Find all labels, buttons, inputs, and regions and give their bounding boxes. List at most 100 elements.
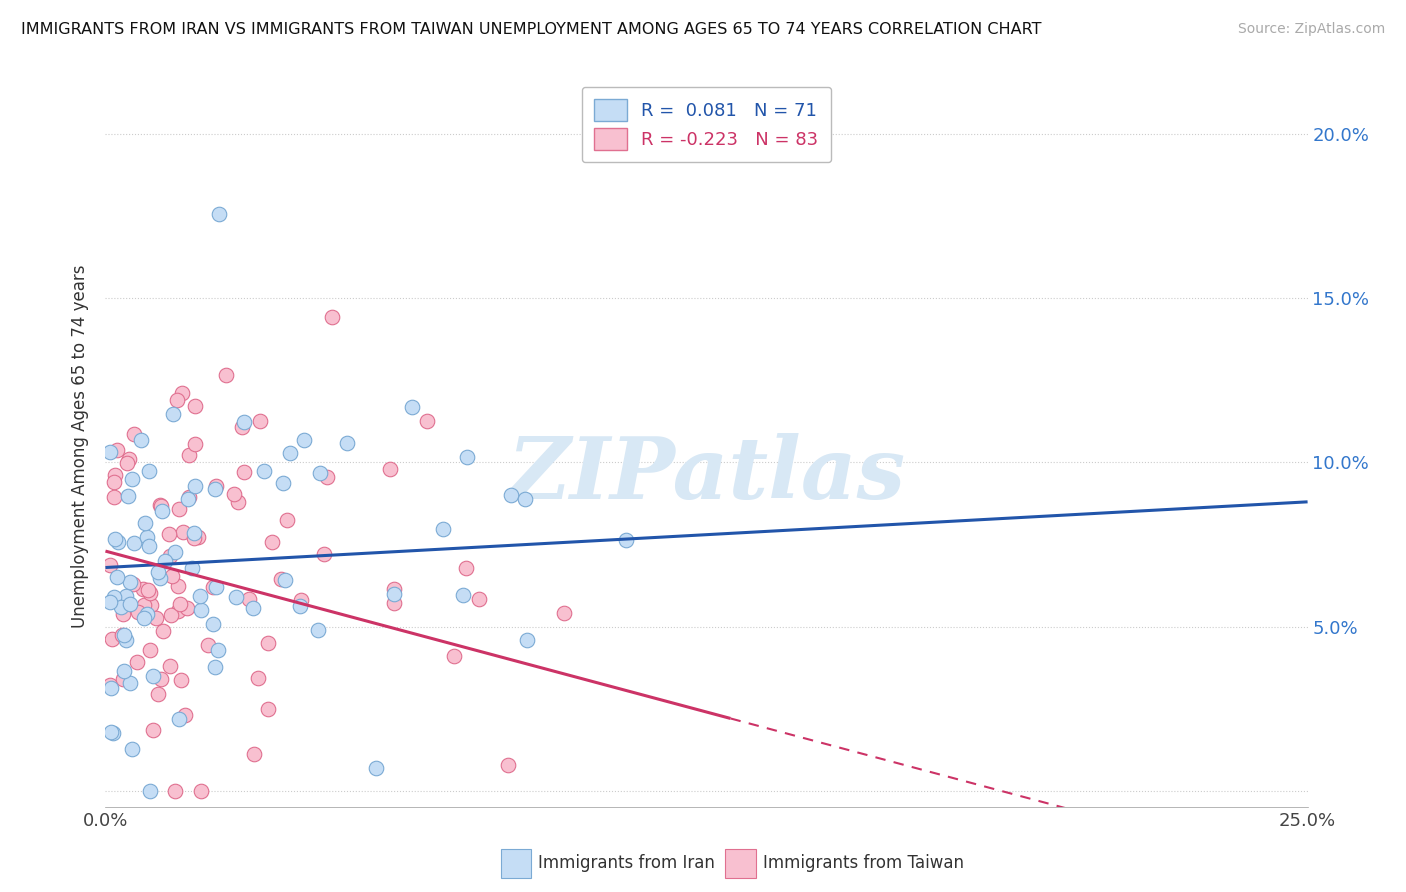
Point xyxy=(315,470,337,484)
Point xyxy=(136,607,159,622)
Point xyxy=(181,560,204,574)
Point xyxy=(100,681,122,695)
Point xyxy=(262,535,284,549)
Point xyxy=(228,494,250,508)
Text: IMMIGRANTS FROM IRAN VS IMMIGRANTS FROM TAIWAN UNEMPLOYMENT AMONG AGES 65 TO 74 : IMMIGRANTS FROM IRAN VS IMMIGRANTS FROM … xyxy=(21,22,1042,37)
Point xyxy=(204,479,226,493)
Point xyxy=(204,482,226,496)
Point xyxy=(148,565,170,579)
Point xyxy=(451,588,474,602)
Point xyxy=(202,581,225,595)
Point xyxy=(135,530,157,544)
Point xyxy=(190,603,212,617)
Point xyxy=(515,491,537,506)
Point xyxy=(152,624,174,638)
Point xyxy=(174,708,197,723)
Point xyxy=(321,310,343,324)
Point xyxy=(150,673,173,687)
Point xyxy=(98,558,121,572)
Point xyxy=(118,675,141,690)
Point xyxy=(118,451,141,466)
Point xyxy=(231,419,253,434)
Point xyxy=(225,590,247,604)
Point xyxy=(132,582,155,596)
Point xyxy=(122,577,145,591)
Point xyxy=(176,492,198,507)
Point xyxy=(100,724,122,739)
Point xyxy=(110,599,132,614)
Point xyxy=(101,632,124,647)
Point xyxy=(257,635,280,649)
Point xyxy=(105,442,128,457)
Point xyxy=(553,606,575,620)
Point xyxy=(187,531,209,545)
Point xyxy=(150,504,173,518)
Point xyxy=(111,628,134,642)
Point xyxy=(139,599,162,613)
Point xyxy=(118,597,141,611)
Point xyxy=(124,427,146,442)
Point xyxy=(149,498,172,512)
Point xyxy=(307,623,329,637)
Point xyxy=(616,533,638,547)
Point xyxy=(145,611,167,625)
Point xyxy=(117,489,139,503)
Point xyxy=(103,591,125,605)
Point xyxy=(104,467,127,482)
Point xyxy=(139,784,162,798)
Point xyxy=(242,601,264,615)
Point xyxy=(163,784,186,798)
Point xyxy=(132,611,155,625)
Point xyxy=(177,490,200,504)
Point xyxy=(276,513,298,527)
Text: ZIPatlas: ZIPatlas xyxy=(508,434,905,516)
Point xyxy=(257,702,280,716)
Point xyxy=(111,607,134,622)
Legend: R =  0.081   N = 71, R = -0.223   N = 83: R = 0.081 N = 71, R = -0.223 N = 83 xyxy=(582,87,831,162)
Point xyxy=(382,582,405,596)
Point xyxy=(202,617,225,632)
Point xyxy=(207,643,229,657)
Point xyxy=(122,535,145,549)
Point xyxy=(162,407,184,421)
Point xyxy=(468,591,491,606)
Point xyxy=(197,639,219,653)
Point xyxy=(162,568,184,582)
Point xyxy=(98,678,121,692)
Point xyxy=(169,502,191,516)
Point xyxy=(138,583,160,598)
Point xyxy=(208,207,231,221)
Point xyxy=(166,604,188,618)
Point xyxy=(98,595,121,609)
Point xyxy=(134,598,156,612)
Point xyxy=(115,632,138,647)
Point xyxy=(253,464,276,478)
Point xyxy=(121,742,143,756)
Point xyxy=(98,444,121,458)
Point xyxy=(172,524,194,539)
Point xyxy=(142,723,165,737)
Point xyxy=(105,570,128,584)
Point xyxy=(204,659,226,673)
Point xyxy=(243,747,266,761)
Point xyxy=(169,597,191,611)
Point xyxy=(103,475,125,489)
Point xyxy=(278,446,301,460)
Point xyxy=(215,368,238,382)
Point xyxy=(103,490,125,504)
Point xyxy=(177,448,200,462)
Point xyxy=(115,456,138,470)
Point xyxy=(139,585,162,599)
Point xyxy=(121,472,143,486)
Point xyxy=(309,466,332,480)
Point xyxy=(224,487,246,501)
Point xyxy=(134,516,156,530)
Point xyxy=(172,385,194,400)
Point xyxy=(138,539,160,553)
Point xyxy=(170,673,193,688)
Point xyxy=(146,687,169,701)
Point xyxy=(271,475,294,490)
Point xyxy=(366,761,388,775)
Point xyxy=(167,712,190,726)
Point xyxy=(112,627,135,641)
